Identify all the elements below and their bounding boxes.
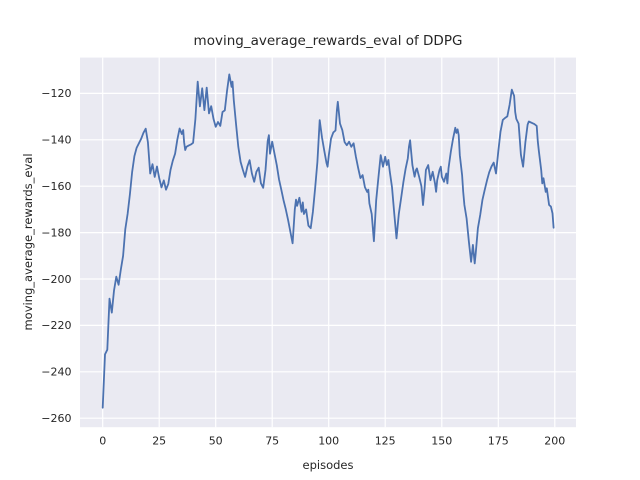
x-tick-label: 75 [265,435,279,448]
x-tick-label: 100 [318,435,339,448]
gridlines [80,57,576,428]
y-tick-label: −180 [41,226,71,239]
x-tick-label: 150 [431,435,452,448]
y-tick-label: −260 [41,412,71,425]
chart-title: moving_average_rewards_eval of DDPG [194,33,463,49]
x-axis-tick-labels: 0 25 50 75 100 125 150 175 200 [99,435,565,448]
x-tick-label: 0 [99,435,106,448]
x-tick-label: 25 [152,435,166,448]
y-tick-label: −160 [41,180,71,193]
y-tick-label: −140 [41,134,71,147]
x-tick-label: 50 [209,435,223,448]
x-tick-label: 125 [375,435,396,448]
line-series-moving-average [101,73,555,409]
y-axis-tick-labels: −260 −240 −220 −200 −180 −160 −140 −120 [41,87,71,425]
x-axis-label: episodes [303,458,354,472]
x-tick-label: 200 [544,435,565,448]
y-axis-label: moving_average_rewards_eval [21,153,35,330]
y-tick-label: −120 [41,87,71,100]
y-tick-label: −240 [41,366,71,379]
plot-area [80,57,576,428]
y-tick-label: −200 [41,273,71,286]
y-tick-label: −220 [41,319,71,332]
x-tick-label: 175 [488,435,509,448]
